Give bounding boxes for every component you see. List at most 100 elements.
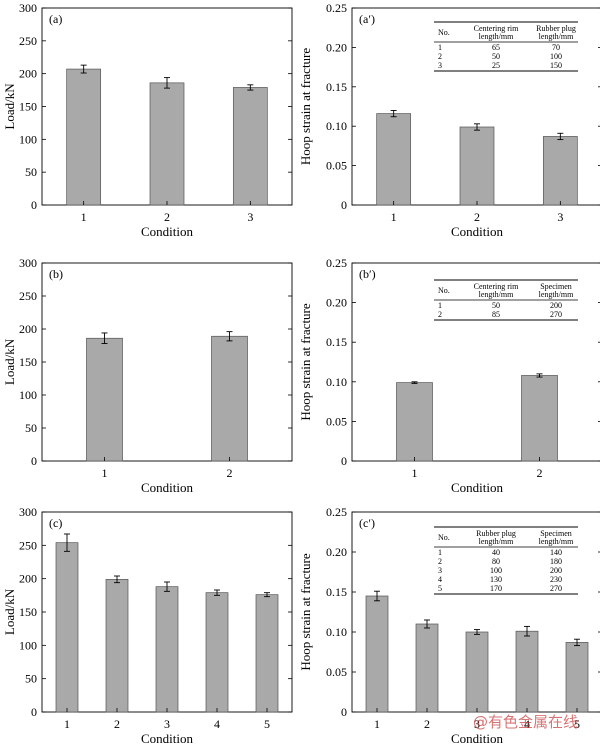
x-tick-label: 2 [424, 717, 430, 731]
x-tick-label: 1 [64, 717, 70, 731]
y-axis-label: Load/kN [2, 338, 17, 385]
legend-table: No. Centering rimlength/mmSpecimenlength/… [434, 279, 578, 321]
x-tick-label: 5 [264, 717, 270, 731]
y-tick-label: 250 [19, 289, 37, 303]
table-cell: 2 [438, 52, 442, 61]
table-cell: 3 [438, 566, 442, 575]
y-tick-label: 0 [31, 705, 37, 719]
legend-table: No. Rubber pluglength/mmSpecimenlength/mm… [434, 526, 578, 595]
x-tick-label: 1 [81, 210, 87, 224]
x-tick-label: 3 [474, 717, 480, 731]
bar [66, 68, 102, 206]
table-cell: 130 [490, 575, 502, 584]
table-cell: 40 [492, 548, 500, 557]
table-cell: 200 [550, 301, 562, 310]
table-cell: 65 [492, 43, 500, 52]
y-axis-label: Load/kN [2, 588, 17, 635]
table-cell: 140 [550, 548, 562, 557]
table-cell: 200 [550, 566, 562, 575]
panel-label: (b′) [359, 267, 376, 281]
table-header-cell: length/mm [539, 537, 574, 546]
x-axis-label: Condition [141, 480, 194, 495]
y-tick-label: 0.20 [326, 296, 347, 310]
table-cell: 150 [550, 61, 562, 70]
y-tick-label: 200 [19, 322, 37, 336]
table-cell: 1 [438, 548, 442, 557]
y-tick-label: 250 [19, 34, 37, 48]
chart-c2: 00.050.100.150.200.251 2 3 4 5ConditionHoop … [298, 505, 600, 744]
table-header-cell: length/mm [539, 32, 574, 41]
table-header-cell: No. [438, 28, 450, 37]
bar [232, 87, 268, 206]
panel-label: (a′) [359, 12, 375, 26]
x-tick-label: 1 [374, 717, 380, 731]
bar [415, 623, 439, 713]
table-cell: 5 [438, 584, 442, 593]
x-tick-label: 2 [227, 466, 233, 480]
chart-b: 0 50 100 150 200 250 300 1 2 Condition Load/kN (b) [2, 256, 293, 495]
x-axis-label: Condition [451, 480, 504, 495]
y-tick-label: 150 [19, 100, 37, 114]
y-tick-label: 0.05 [326, 665, 347, 679]
y-tick-label: 250 [19, 538, 37, 552]
x-tick-label: 2 [474, 210, 480, 224]
x-tick-label: 1 [412, 466, 418, 480]
table-header-cell: Specimen [540, 282, 572, 291]
plot-frame [41, 262, 293, 462]
y-tick-label: 150 [19, 355, 37, 369]
y-tick-label: 0 [341, 198, 347, 212]
x-tick-label: 5 [574, 717, 580, 731]
bar [55, 542, 79, 713]
bar [105, 578, 129, 713]
y-tick-label: 0.25 [326, 505, 347, 519]
y-tick-label: 300 [19, 256, 37, 270]
bar [376, 113, 412, 206]
y-axis-label: Hoop strain at fracture [298, 553, 313, 671]
y-tick-label: 0.15 [326, 80, 347, 94]
table-cell: 25 [492, 61, 500, 70]
y-tick-label: 100 [19, 132, 37, 146]
table-cell: 4 [438, 575, 442, 584]
y-tick-label: 50 [25, 165, 37, 179]
panel-label: (b) [49, 267, 63, 281]
table-header-cell: Rubber plug [476, 529, 516, 538]
y-tick-label: 0.25 [326, 1, 347, 15]
y-axis-label: Hoop strain at fracture [298, 48, 313, 166]
table-header-cell: length/mm [479, 537, 514, 546]
table-cell: 50 [492, 52, 500, 61]
table-header-cell: Specimen [540, 529, 572, 538]
bar [149, 82, 185, 206]
y-tick-label: 0.20 [326, 40, 347, 54]
x-axis-label: Condition [451, 731, 504, 744]
y-tick-label: 0.05 [326, 159, 347, 173]
x-tick-label: 2 [114, 717, 120, 731]
y-tick-label: 0.10 [326, 375, 347, 389]
table-cell: 1 [438, 301, 442, 310]
table-cell: 1 [438, 43, 442, 52]
watermark-text: @有色金属在线 [472, 713, 578, 731]
y-tick-label: 0 [341, 454, 347, 468]
bar [365, 595, 389, 713]
table-header-cell: No. [438, 533, 450, 542]
y-tick-label: 0.25 [326, 256, 347, 270]
y-axis-label: Load/kN [2, 83, 17, 130]
x-tick-label: 1 [102, 466, 108, 480]
bar [86, 337, 123, 462]
x-tick-label: 3 [164, 717, 170, 731]
table-cell: 180 [550, 557, 562, 566]
chart-c: 0 50 100 150 200 250 300 1 2 3 4 5 Condition Load/kN (… [2, 505, 293, 744]
y-tick-label: 0.10 [326, 119, 347, 133]
y-tick-label: 300 [19, 505, 37, 519]
y-tick-label: 300 [19, 1, 37, 15]
bar [459, 126, 495, 206]
bar [205, 592, 229, 713]
table-cell: 270 [550, 310, 562, 319]
bar [155, 586, 179, 713]
table-cell: 3 [438, 61, 442, 70]
x-tick-label: 4 [214, 717, 220, 731]
y-tick-label: 100 [19, 638, 37, 652]
